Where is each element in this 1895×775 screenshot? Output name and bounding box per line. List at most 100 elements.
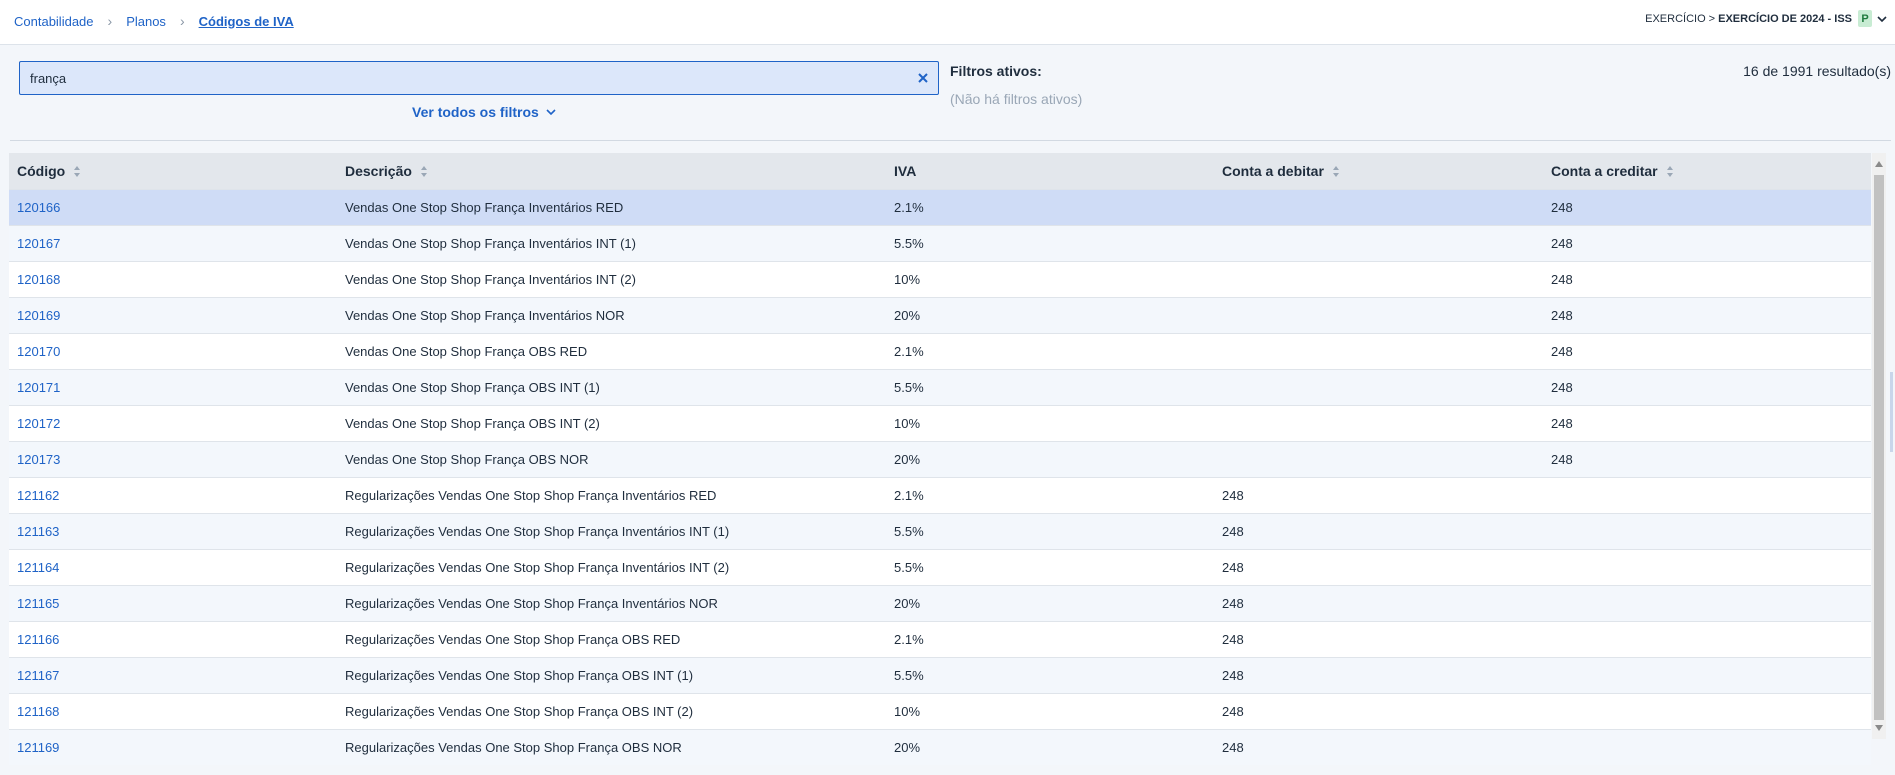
vat-code-link[interactable]: 121164 — [17, 560, 60, 575]
description-cell: Regularizações Vendas One Stop Shop Fran… — [345, 740, 682, 755]
debit-account-cell: 248 — [1222, 740, 1244, 755]
table-row[interactable]: 120171 Vendas One Stop Shop França OBS IN… — [9, 369, 1871, 405]
scrollbar-thumb[interactable] — [1874, 175, 1884, 720]
vat-rate-cell: 2.1% — [894, 632, 924, 647]
vat-code-link[interactable]: 121163 — [17, 524, 60, 539]
breadcrumb-contabilidade[interactable]: Contabilidade — [14, 13, 94, 29]
debit-account-cell: 248 — [1222, 596, 1244, 611]
description-cell: Vendas One Stop Shop França OBS INT (2) — [345, 416, 600, 431]
table-row[interactable]: 120170 Vendas One Stop Shop França OBS RE… — [9, 333, 1871, 369]
sort-icon[interactable] — [1332, 165, 1340, 178]
table-row[interactable]: 121163 Regularizações Vendas One Stop Sho… — [9, 513, 1871, 549]
vat-rate-cell: 10% — [894, 272, 921, 287]
table-row[interactable]: 120168 Vendas One Stop Shop França Invent… — [9, 261, 1871, 297]
vat-rate-cell: 10% — [894, 704, 921, 719]
vat-rate-cell: 5.5% — [894, 560, 924, 575]
sort-icon[interactable] — [1666, 165, 1674, 178]
column-header-codigo[interactable]: Código — [9, 163, 337, 179]
vat-code-link[interactable]: 120168 — [17, 272, 61, 287]
breadcrumb-planos[interactable]: Planos — [126, 13, 166, 29]
search-input[interactable]: frança — [19, 61, 939, 95]
table-row[interactable]: 121168 Regularizações Vendas One Stop Sho… — [9, 693, 1871, 729]
active-filters-title: Filtros ativos: — [950, 63, 1042, 79]
vat-code-link[interactable]: 120169 — [17, 308, 61, 323]
credit-account-cell: 248 — [1551, 380, 1573, 395]
column-header-conta-debitar[interactable]: Conta a debitar — [1214, 163, 1543, 179]
vat-codes-table: Código Descrição IVA Conta a debitar Con… — [9, 153, 1871, 765]
vat-code-link[interactable]: 121162 — [17, 488, 60, 503]
vat-rate-cell: 5.5% — [894, 524, 924, 539]
credit-account-cell: 248 — [1551, 272, 1573, 287]
vat-code-link[interactable]: 120171 — [17, 380, 61, 395]
description-cell: Regularizações Vendas One Stop Shop Fran… — [345, 632, 681, 647]
table-row[interactable]: 120167 Vendas One Stop Shop França Invent… — [9, 225, 1871, 261]
debit-account-cell: 248 — [1222, 668, 1244, 683]
vat-code-link[interactable]: 121168 — [17, 704, 60, 719]
no-active-filters-text: (Não há filtros ativos) — [950, 91, 1083, 107]
description-cell: Vendas One Stop Shop França Inventários … — [345, 200, 624, 215]
description-cell: Regularizações Vendas One Stop Shop Fran… — [345, 668, 694, 683]
column-header-label: Descrição — [345, 163, 412, 179]
column-header-descricao[interactable]: Descrição — [337, 163, 886, 179]
vat-code-link[interactable]: 120167 — [17, 236, 61, 251]
view-all-filters-button[interactable]: Ver todos os filtros — [412, 104, 556, 120]
chevron-right-icon: › — [107, 13, 113, 29]
credit-account-cell: 248 — [1551, 236, 1573, 251]
description-cell: Vendas One Stop Shop França OBS RED — [345, 344, 588, 359]
credit-account-cell: 248 — [1551, 416, 1573, 431]
scroll-down-arrow-icon[interactable] — [1875, 725, 1883, 731]
vat-code-link[interactable]: 120173 — [17, 452, 61, 467]
page-scroll-indicator — [1890, 372, 1893, 452]
column-header-label: IVA — [894, 163, 917, 179]
table-row[interactable]: 121169 Regularizações Vendas One Stop Sho… — [9, 729, 1871, 765]
description-cell: Vendas One Stop Shop França OBS INT (1) — [345, 380, 600, 395]
exercise-selector[interactable]: EXERCÍCIO > EXERCÍCIO DE 2024 - ISS P — [1645, 10, 1887, 27]
table-row[interactable]: 121164 Regularizações Vendas One Stop Sho… — [9, 549, 1871, 585]
column-header-label: Conta a debitar — [1222, 163, 1324, 179]
table-header: Código Descrição IVA Conta a debitar Con… — [9, 153, 1871, 189]
exercise-status-badge: P — [1858, 10, 1872, 27]
chevron-right-icon: › — [179, 13, 185, 29]
vat-code-link[interactable]: 121166 — [17, 632, 60, 647]
vat-rate-cell: 5.5% — [894, 668, 924, 683]
table-row[interactable]: 121166 Regularizações Vendas One Stop Sho… — [9, 621, 1871, 657]
breadcrumb-codigos-iva[interactable]: Códigos de IVA — [198, 13, 294, 29]
scroll-up-arrow-icon[interactable] — [1875, 161, 1883, 167]
debit-account-cell: 248 — [1222, 704, 1244, 719]
vat-code-link[interactable]: 120170 — [17, 344, 61, 359]
clear-search-icon[interactable] — [916, 71, 930, 85]
vat-rate-cell: 5.5% — [894, 380, 924, 395]
table-row[interactable]: 120166 Vendas One Stop Shop França Invent… — [9, 189, 1871, 225]
vat-code-link[interactable]: 121165 — [17, 596, 60, 611]
debit-account-cell: 248 — [1222, 560, 1244, 575]
credit-account-cell: 248 — [1551, 452, 1573, 467]
description-cell: Vendas One Stop Shop França Inventários … — [345, 236, 636, 251]
vat-rate-cell: 2.1% — [894, 488, 924, 503]
vat-code-link[interactable]: 120172 — [17, 416, 61, 431]
description-cell: Vendas One Stop Shop França Inventários … — [345, 308, 625, 323]
table-row[interactable]: 121165 Regularizações Vendas One Stop Sho… — [9, 585, 1871, 621]
table-row[interactable]: 120172 Vendas One Stop Shop França OBS IN… — [9, 405, 1871, 441]
table-row[interactable]: 121162 Regularizações Vendas One Stop Sho… — [9, 477, 1871, 513]
description-cell: Regularizações Vendas One Stop Shop Fran… — [345, 704, 694, 719]
vertical-scrollbar[interactable] — [1872, 153, 1886, 739]
search-input-value[interactable]: frança — [30, 71, 67, 86]
vat-code-link[interactable]: 120166 — [17, 200, 61, 215]
sort-icon[interactable] — [73, 165, 81, 178]
vat-rate-cell: 10% — [894, 416, 921, 431]
table-row[interactable]: 120169 Vendas One Stop Shop França Invent… — [9, 297, 1871, 333]
vat-code-link[interactable]: 121169 — [17, 740, 60, 755]
description-cell: Regularizações Vendas One Stop Shop Fran… — [345, 524, 730, 539]
description-cell: Regularizações Vendas One Stop Shop Fran… — [345, 596, 718, 611]
vat-rate-cell: 20% — [894, 596, 921, 611]
vat-rate-cell: 20% — [894, 740, 921, 755]
column-header-label: Código — [17, 163, 66, 179]
chevron-down-icon[interactable] — [1877, 14, 1887, 24]
top-bar: Contabilidade › Planos › Códigos de IVA … — [0, 0, 1895, 45]
chevron-down-icon — [546, 109, 556, 116]
vat-code-link[interactable]: 121167 — [17, 668, 60, 683]
table-row[interactable]: 121167 Regularizações Vendas One Stop Sho… — [9, 657, 1871, 693]
table-row[interactable]: 120173 Vendas One Stop Shop França OBS NO… — [9, 441, 1871, 477]
sort-icon[interactable] — [420, 165, 428, 178]
column-header-conta-creditar[interactable]: Conta a creditar — [1543, 163, 1871, 179]
